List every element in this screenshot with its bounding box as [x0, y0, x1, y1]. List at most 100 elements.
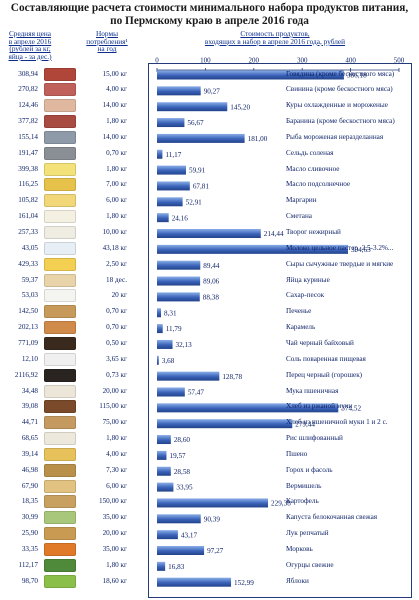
cost-column-header: Стоимость продуктов, входящих в набор в …	[150, 30, 400, 45]
norm-value: 2,50 кг	[106, 259, 127, 268]
product-name-label: Вермишель	[286, 481, 322, 490]
bar-value-label: 59,91	[189, 167, 206, 175]
norm-value: 18,60 кг	[102, 576, 127, 585]
price-value: 33,35	[21, 545, 38, 553]
product-name-label: Баранина (кроме бескостного мяса)	[286, 117, 395, 126]
bar	[157, 244, 349, 254]
norm-value: 3,65 кг	[106, 354, 127, 363]
x-tick-label: 500	[394, 57, 405, 65]
product-name-label: Говядина (кроме бескостного мяса)	[286, 69, 395, 78]
bar	[157, 450, 167, 460]
product-name-label: Куры охлажденные и мороженые	[286, 101, 388, 110]
norm-value: 75,00 кг	[102, 418, 127, 427]
price-value: 142,50	[18, 307, 38, 316]
bar	[157, 355, 159, 365]
price-value: 39,14	[21, 449, 38, 458]
bar-value-label: 57,47	[188, 389, 205, 397]
product-photo-thumbnail	[44, 194, 76, 208]
price-value: 44,71	[21, 418, 38, 427]
x-tick-label: 200	[249, 57, 260, 65]
norm-value: 0,70 кг	[106, 307, 127, 316]
norm-header-line: Нормы	[96, 29, 118, 38]
product-name-label: Горох и фасоль	[286, 465, 333, 474]
norm-value: 6,00 кг	[106, 196, 127, 205]
bar	[157, 435, 171, 445]
product-photo-thumbnail	[44, 273, 76, 287]
norm-value: 14,00 кг	[102, 101, 127, 110]
product-photo-thumbnail	[44, 558, 76, 572]
bar-value-label: 394,63	[351, 246, 371, 254]
page-title: Составляющие расчета стоимости минимальн…	[0, 2, 419, 28]
product-name-label: Сельдь соленая	[286, 148, 334, 157]
bar	[157, 324, 163, 334]
norm-value: 7,30 кг	[106, 465, 127, 474]
price-value: 18,35	[21, 497, 38, 506]
bar	[157, 514, 201, 524]
product-name-label: Сыры сычужные твердые и мягкие	[286, 259, 394, 268]
product-photo-thumbnail	[44, 210, 76, 224]
product-name-label: Рис шлифованный	[286, 434, 343, 443]
product-photo-thumbnail	[44, 67, 76, 81]
bar-value-label: 386,18	[347, 72, 367, 80]
bar-value-label: 56,67	[187, 119, 204, 127]
price-value: 105,82	[18, 196, 38, 205]
title-line-1: Составляющие расчета стоимости минимальн…	[10, 2, 409, 14]
norm-value: 0,70 кг	[106, 148, 127, 157]
product-name-label: Маргарин	[286, 196, 317, 205]
norm-value: 1,80 кг	[106, 212, 127, 221]
price-value: 161,04	[18, 212, 38, 221]
product-name-label: Сметана	[286, 212, 312, 221]
cost-header-line: входящих в набор в апреле 2016 года, руб…	[204, 36, 346, 46]
bar	[157, 102, 228, 112]
norm-value: 15,00 кг	[102, 69, 127, 78]
product-photo-thumbnail	[44, 574, 76, 588]
bar-value-label: 214,44	[264, 230, 284, 238]
norm-value: 20,00 кг	[102, 529, 127, 538]
chart-panel: 0 100 200 300 400 500 386,18 90,27 145,20 56,67 18…	[148, 57, 412, 598]
product-photo-thumbnail	[44, 511, 76, 525]
bar-value-label: 152,99	[234, 579, 254, 587]
price-value: 771,09	[18, 338, 38, 347]
product-photo-thumbnail	[44, 432, 76, 446]
product-name-label: Хлеб из пшеничной муки 1 и 2 с.	[286, 418, 388, 427]
bar	[157, 339, 173, 349]
product-name-label: Морковь	[286, 545, 313, 553]
bar	[157, 371, 220, 381]
product-photo-thumbnail	[44, 336, 76, 350]
product-photo-thumbnail	[44, 289, 76, 303]
price-value: 308,94	[18, 69, 38, 78]
product-photo-thumbnail	[44, 495, 76, 509]
price-value: 39,08	[21, 402, 38, 411]
norm-value: 1,80 кг	[106, 164, 127, 173]
bar	[157, 577, 232, 587]
product-name-label: Хлеб из ржаной муки	[286, 402, 353, 411]
product-photo-thumbnail	[44, 352, 76, 366]
price-value: 124,46	[18, 101, 38, 110]
bar	[157, 70, 344, 80]
norm-value: 10,00 кг	[102, 228, 127, 236]
norm-value: 115,00 кг	[99, 402, 127, 411]
bar	[157, 118, 185, 128]
bar-value-label: 90,27	[204, 87, 221, 95]
x-tick-label: 300	[297, 57, 308, 65]
price-header-line: (рублей за кг,	[9, 44, 51, 54]
product-name-label: Лук репчатый	[286, 529, 329, 538]
product-photo-thumbnail	[44, 463, 76, 477]
norm-value: 1,80 кг	[106, 434, 127, 443]
product-photo-thumbnail	[44, 479, 76, 493]
product-photo-thumbnail	[44, 241, 76, 255]
bar	[157, 466, 171, 476]
norm-value: 18 дес.	[106, 275, 127, 284]
norm-value: 1,80 кг	[106, 117, 127, 126]
bar-value-label: 33,95	[176, 484, 193, 492]
bar-value-label: 3,68	[162, 357, 175, 365]
price-value: 155,14	[18, 132, 38, 141]
price-value: 377,82	[18, 117, 38, 126]
bar	[157, 133, 245, 143]
price-value: 116,25	[18, 180, 39, 189]
bar-value-label: 89,06	[203, 278, 220, 286]
bar-value-label: 374,52	[341, 404, 361, 412]
product-name-label: Огурцы свежие	[286, 560, 334, 569]
price-value: 46,98	[21, 465, 38, 474]
product-name-label: Масло подсолнечное	[286, 180, 351, 189]
